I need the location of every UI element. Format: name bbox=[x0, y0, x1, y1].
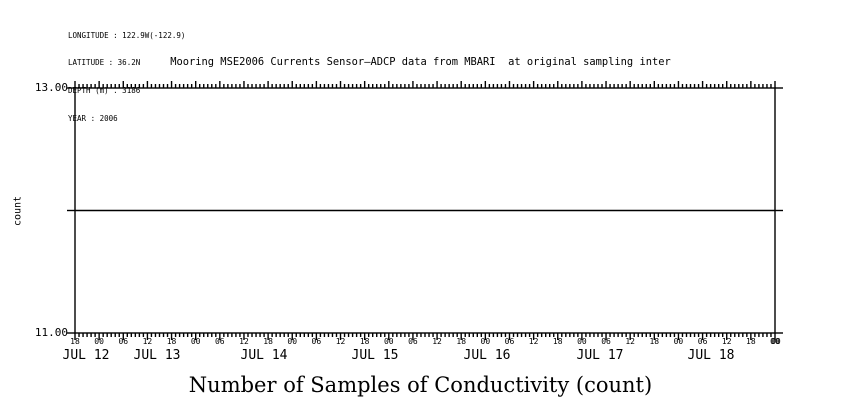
x-day-label: JUL 17 bbox=[576, 348, 624, 363]
x-hour-tick-label: 18 bbox=[263, 337, 273, 346]
x-hour-tick-label: 12 bbox=[239, 337, 249, 346]
meta-latitude: LATITUDE : 36.2N bbox=[68, 58, 141, 68]
y-tick-label-bottom: 11.00 bbox=[34, 326, 68, 339]
x-hour-tick-label: 18 bbox=[359, 337, 370, 346]
x-hour-tick-label: 00 bbox=[673, 337, 684, 346]
x-hour-tick-label: 06 bbox=[601, 337, 611, 346]
x-hour-tick-label: 00 bbox=[577, 337, 587, 346]
x-hour-tick-label: 00 bbox=[287, 337, 298, 346]
meta-year: YEAR : 2006 bbox=[68, 114, 118, 124]
x-hour-tick-label: 12 bbox=[335, 337, 346, 346]
station-metadata: LONGITUDE : 122.9W(-122.9) LATITUDE : 36… bbox=[68, 12, 185, 142]
x-hour-tick-label: 12 bbox=[625, 337, 635, 346]
x-hour-tick-label: 00 bbox=[480, 337, 491, 346]
x-hour-tick-label: 12 bbox=[528, 337, 539, 346]
x-hour-tick-label: 18 bbox=[456, 337, 467, 346]
x-hour-tick-label: 06 bbox=[697, 337, 708, 346]
x-hour-tick-label: 12 bbox=[142, 337, 153, 346]
x-hour-tick-label: 00 bbox=[383, 337, 394, 346]
y-axis-title: count bbox=[12, 195, 24, 227]
x-hour-tick-label: 00 bbox=[94, 337, 104, 346]
x-hour-tick-labels: 18 00 06 12 18 00 06 12 18 00 06 12 18 00 06 12 18 00 06 12… bbox=[0, 337, 841, 347]
plot-title: Mooring MSE2006 Currents Sensor–ADCP dat… bbox=[170, 56, 671, 68]
x-hour-tick-label: 18 bbox=[746, 337, 756, 346]
x-hour-tick-label: 06 bbox=[118, 337, 129, 346]
x-hour-tick-label: 00 bbox=[770, 337, 780, 346]
x-hour-tick-label: 12 bbox=[721, 337, 732, 346]
x-hour-tick-label: 18 bbox=[70, 337, 80, 346]
x-hour-tick-label: 18 bbox=[166, 337, 177, 346]
x-day-label: JUL 12 bbox=[62, 348, 110, 363]
x-day-label: JUL 16 bbox=[463, 348, 511, 363]
x-day-labels: JUL 12 JUL 13 JUL 14 JUL 15 JUL 16 JUL 17 JUL … bbox=[0, 348, 841, 364]
x-day-label: JUL 14 bbox=[240, 348, 288, 363]
x-axis-title: Number of Samples of Conductivity (count… bbox=[188, 373, 653, 397]
y-tick-label-top: 13.00 bbox=[34, 81, 68, 94]
x-hour-tick-label: 18 bbox=[649, 337, 660, 346]
meta-longitude: LONGITUDE : 122.9W(-122.9) bbox=[68, 30, 186, 40]
x-day-label: JUL 15 bbox=[351, 348, 399, 363]
meta-depth: DEPTH (m) . 3186 bbox=[68, 86, 141, 96]
x-day-label: JUL 18 bbox=[687, 348, 735, 363]
x-day-label: JUL 13 bbox=[133, 348, 181, 363]
x-hour-tick-label: 06 bbox=[311, 337, 322, 346]
x-hour-tick-label: 00 bbox=[190, 337, 201, 346]
x-hour-tick-label: 06 bbox=[408, 337, 418, 346]
x-hour-tick-label: 18 bbox=[552, 337, 563, 346]
x-hour-tick-label: 06 bbox=[504, 337, 515, 346]
x-hour-tick-label: 12 bbox=[432, 337, 442, 346]
x-hour-tick-label: 06 bbox=[214, 337, 225, 346]
